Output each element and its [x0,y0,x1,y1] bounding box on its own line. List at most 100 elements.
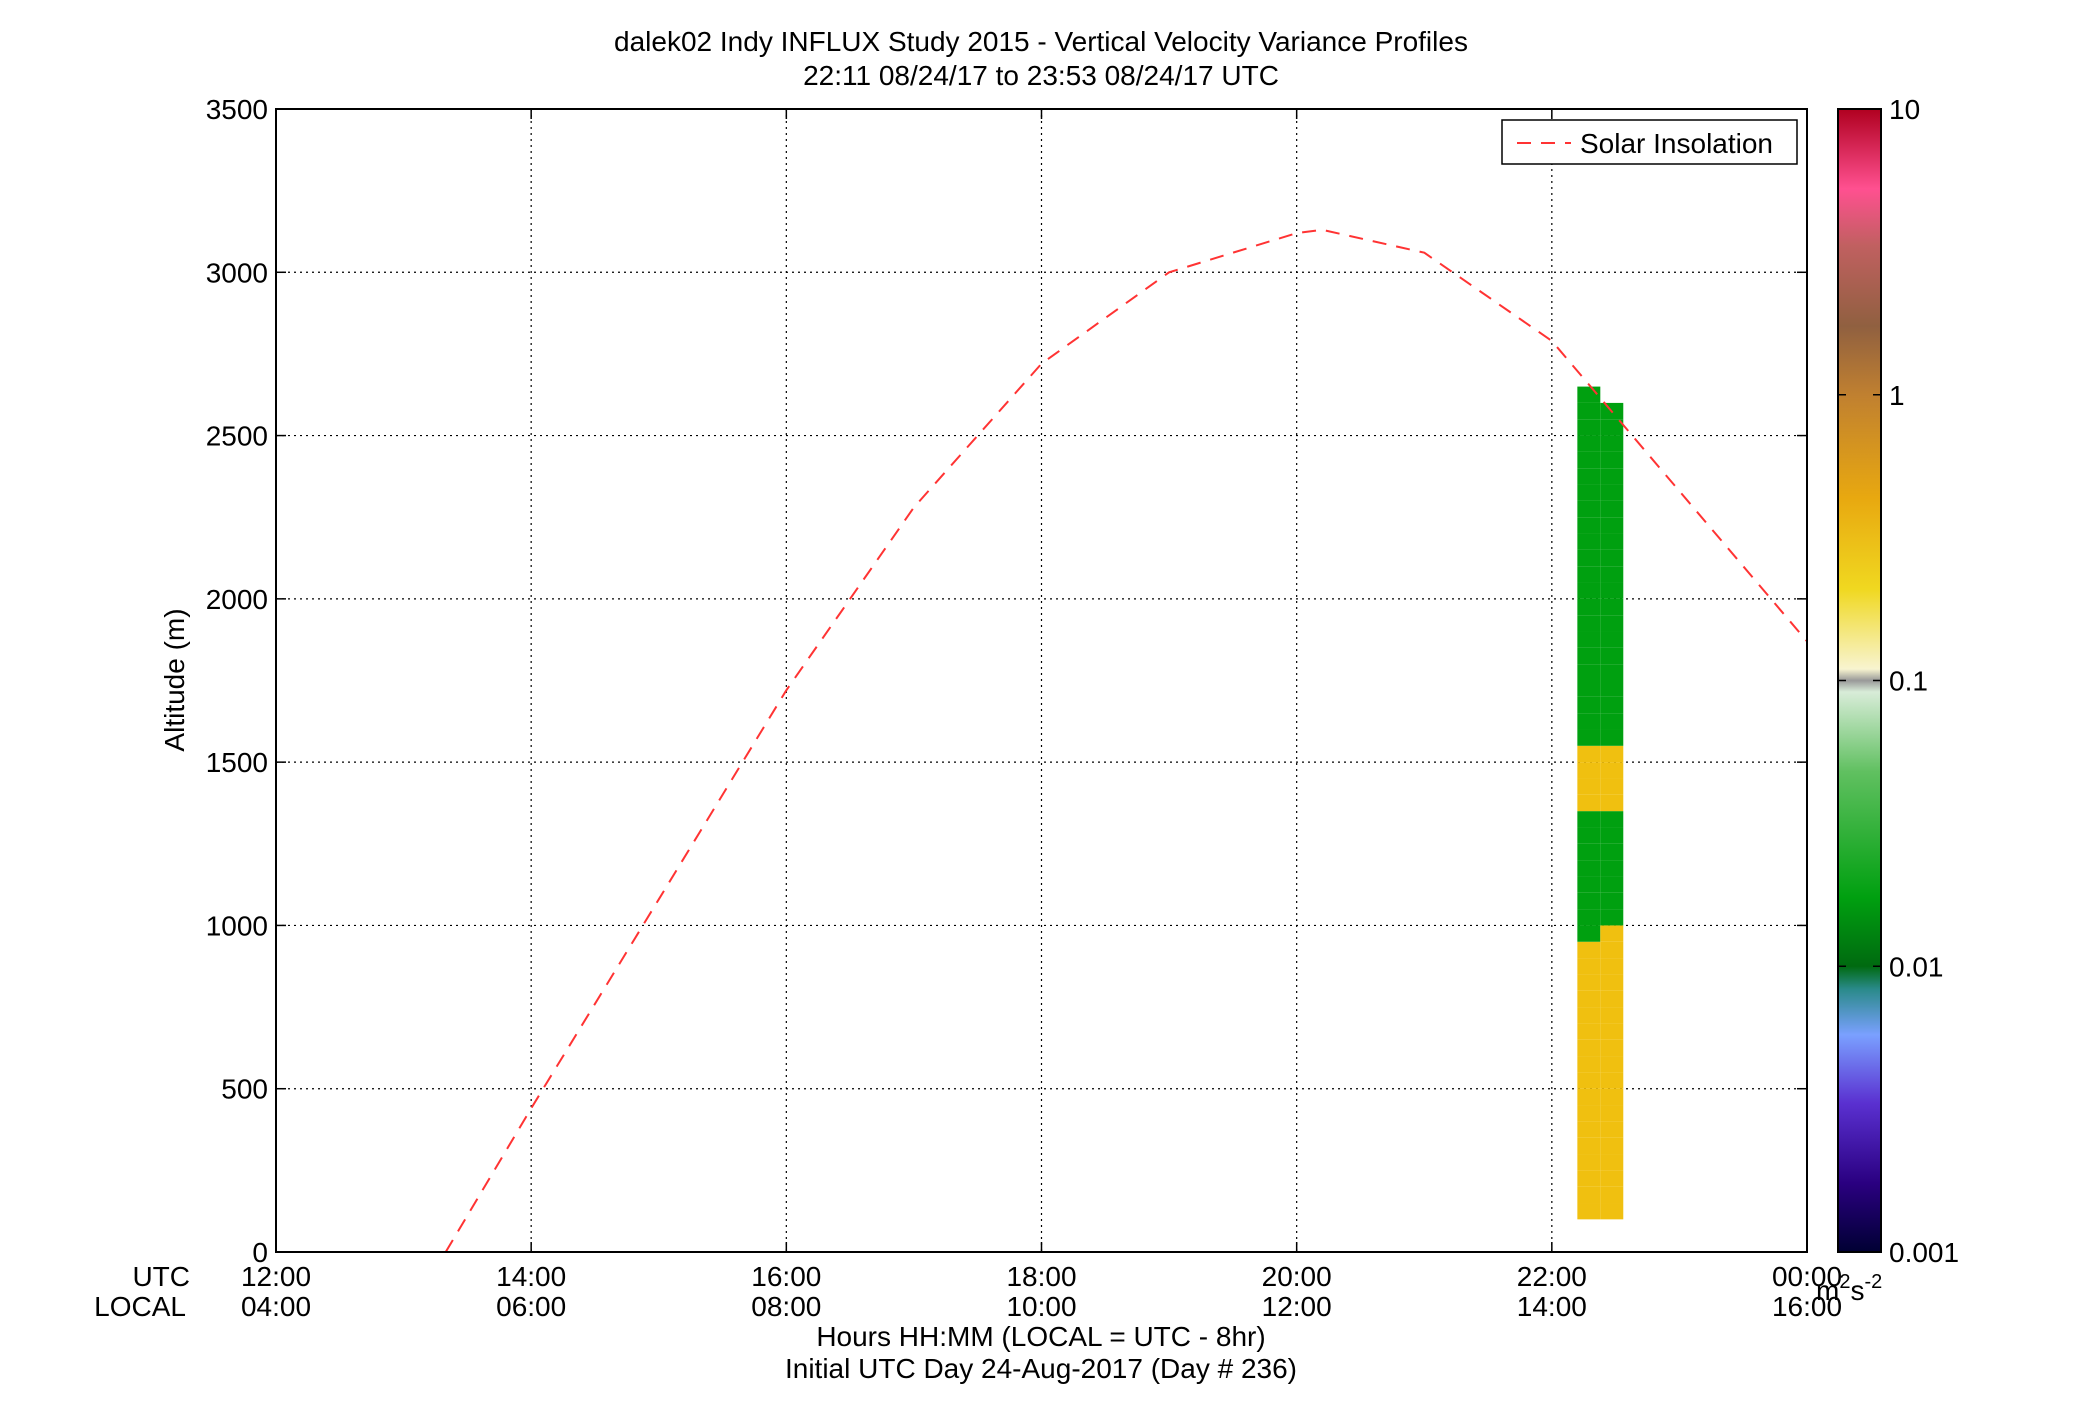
heatmap-cell [1577,990,1601,1008]
x-row-label-utc: UTC [132,1261,190,1292]
heatmap-cell [1577,860,1601,877]
heatmap-cell [1577,876,1601,893]
heatmap-cell [1600,925,1624,942]
heatmap-cell [1600,500,1624,518]
heatmap-cell [1577,1007,1601,1024]
heatmap-cell [1600,1203,1624,1220]
heatmap-cell [1600,1023,1624,1040]
heatmap-cell [1600,696,1624,714]
heatmap-cell [1577,419,1601,436]
legend: Solar Insolation [1501,119,1798,165]
colorbar-tick-label: 0.1 [1889,666,1928,697]
heatmap-cell [1600,484,1624,501]
colorbar-tick-label: 0.01 [1889,951,1944,982]
heatmap-cell [1577,615,1601,632]
heatmap-cell [1577,680,1601,697]
x-axis-ticks: 12:0004:0014:0006:0016:0008:0018:0010:00… [241,109,1842,1322]
heatmap-cell [1577,958,1601,975]
heatmap-cell [1577,582,1601,599]
heatmap-cell [1600,1056,1624,1073]
heatmap-cell [1600,811,1624,828]
heatmap-cell [1600,974,1624,991]
heatmap-cell [1600,435,1624,452]
heatmap-cell [1600,1170,1624,1187]
heatmap-cell [1577,468,1601,485]
heatmap-cell [1600,517,1624,534]
colorbar-unit-exp1: 2 [1839,1271,1850,1293]
heatmap-cell [1577,925,1601,942]
colorbar-tick-label: 1 [1889,380,1905,411]
heatmap-cell [1600,1039,1624,1057]
heatmap-cell [1577,647,1601,665]
heatmap-cell [1577,451,1601,469]
heatmap-cell [1577,843,1601,861]
heatmap-cell [1577,517,1601,534]
heatmap-cell [1600,876,1624,893]
heatmap-cell [1577,500,1601,518]
x-tick-label-local: 06:00 [496,1291,566,1322]
heatmap-cell [1600,941,1624,959]
heatmap-cell [1600,533,1624,550]
colorbar-unit: m2s-2 [1816,1271,1882,1306]
heatmap-cell [1577,696,1601,714]
heatmap-cell [1600,598,1624,616]
heatmap-cell [1577,1186,1601,1204]
heatmap-cell [1600,843,1624,861]
grid-lines [276,109,1807,1252]
y-tick-label: 1500 [206,747,268,778]
heatmap-cell [1600,1088,1624,1106]
heatmap-cell [1577,566,1601,583]
heatmap-cell [1600,1007,1624,1024]
heatmap-cell [1600,794,1624,812]
heatmap-cell [1600,1154,1624,1171]
heatmap-cell [1600,566,1624,583]
x-axis-label-2: Initial UTC Day 24-Aug-2017 (Day # 236) [785,1353,1297,1384]
heatmap-cell [1577,762,1601,779]
heatmap-cell [1577,1088,1601,1106]
heatmap-cell [1600,419,1624,436]
colorbar-ticks: 0.001 0.01 0.1 1 10 [1838,94,1959,1268]
solar-insolation-line [444,228,1807,1252]
colorbar-unit-mid: s [1850,1275,1864,1306]
x-tick-label-local: 10:00 [1006,1291,1076,1322]
heatmap-cell [1577,598,1601,616]
y-axis-ticks: 0 500 1000 1500 2000 2500 3000 3500 [206,94,1807,1268]
colorbar-unit-exp2: -2 [1864,1271,1882,1293]
x-tick-label-local: 16:00 [1772,1291,1842,1322]
heatmap-cell [1600,631,1624,648]
x-tick-label-utc: 22:00 [1517,1261,1587,1292]
heatmap-cell [1577,974,1601,991]
heatmap-cell [1600,1072,1624,1089]
heatmap-cell [1600,549,1624,567]
x-tick-label-utc: 00:00 [1772,1261,1842,1292]
colorbar-unit-base: m [1816,1275,1839,1306]
x-tick-label-utc: 12:00 [241,1261,311,1292]
y-tick-label: 3000 [206,257,268,288]
heatmap-cell [1600,664,1624,681]
heatmap-cell [1577,1170,1601,1187]
colorbar-tick-label: 0.001 [1889,1237,1959,1268]
heatmap-cell [1600,582,1624,599]
heatmap-cell [1600,1186,1624,1204]
heatmap-cell [1577,745,1601,763]
heatmap-cell [1577,729,1601,746]
x-tick-label-local: 04:00 [241,1291,311,1322]
heatmap-cell [1600,745,1624,763]
heatmap-cell [1577,941,1601,959]
x-tick-label-local: 12:00 [1262,1291,1332,1322]
heatmap-cell [1577,778,1601,795]
heatmap-cell [1577,713,1601,730]
heatmap-cell [1600,860,1624,877]
x-tick-label-local: 14:00 [1517,1291,1587,1322]
heatmap-cell [1577,1121,1601,1138]
heatmap-cell [1600,1137,1624,1155]
heatmap-cell [1600,827,1624,844]
y-axis-label: Altitude (m) [159,608,190,751]
y-tick-label: 1000 [206,910,268,941]
heatmap-cell [1600,1121,1624,1138]
heatmap-cell [1577,811,1601,828]
y-tick-label: 0 [252,1237,268,1268]
heatmap-cell [1600,729,1624,746]
heatmap-cell [1577,1039,1601,1057]
